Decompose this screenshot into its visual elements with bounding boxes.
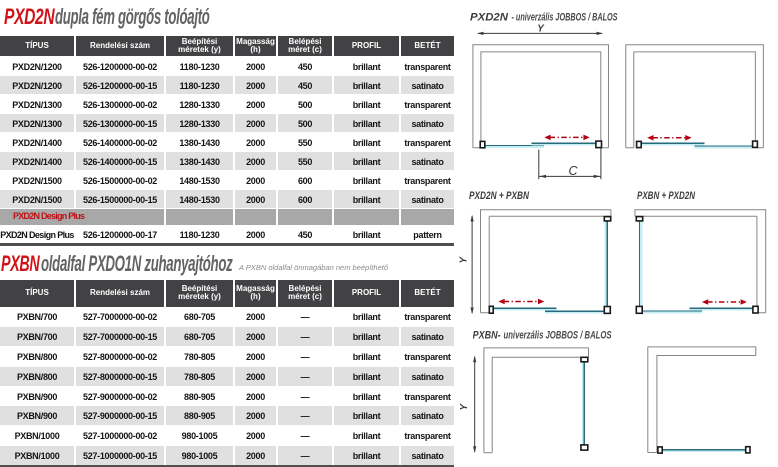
svg-text:Y: Y: [458, 403, 470, 410]
svg-text:PXD2N: PXD2N: [470, 12, 509, 24]
svg-text:univerzális JOBBOS / BALOS: univerzális JOBBOS / BALOS: [504, 329, 612, 341]
svg-text:PXD2N + PXBN: PXD2N + PXBN: [469, 190, 530, 202]
svg-text:Y: Y: [537, 23, 544, 35]
svg-text:C: C: [568, 164, 578, 178]
svg-text:- univerzális JOBBOS / BALOS: - univerzális JOBBOS / BALOS: [512, 12, 618, 24]
svg-text:Y: Y: [458, 256, 470, 263]
svg-text:PXBN-: PXBN-: [473, 329, 501, 341]
svg-text:PXBN + PXD2N: PXBN + PXD2N: [637, 190, 696, 202]
